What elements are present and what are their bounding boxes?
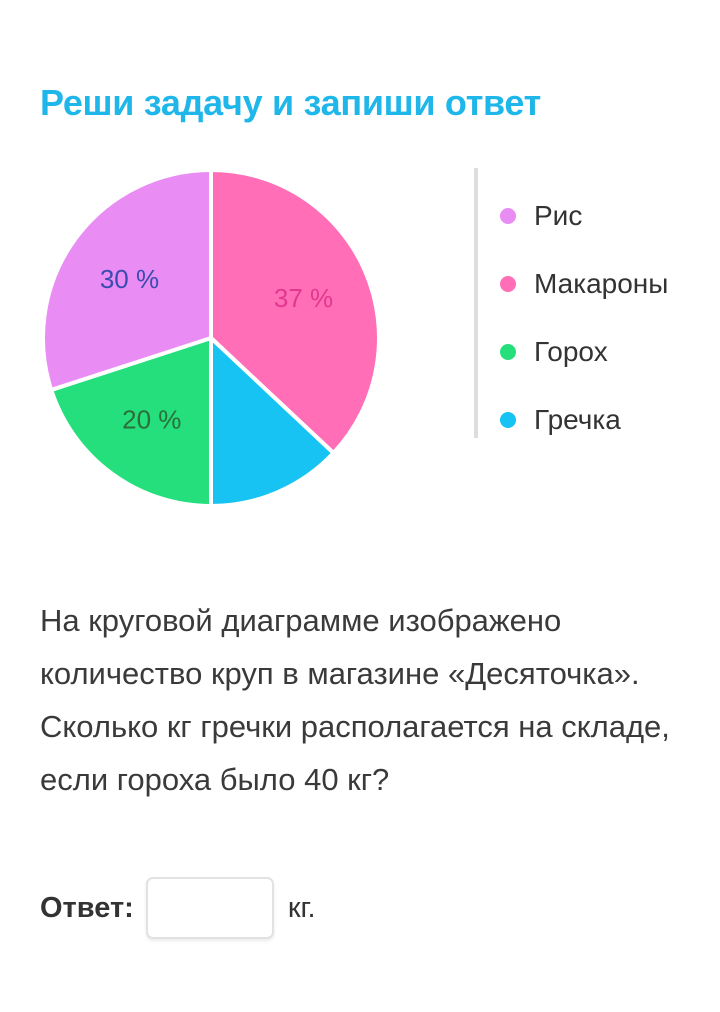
answer-unit: кг. — [287, 891, 316, 924]
pie-slice-3 — [41, 168, 213, 392]
legend-dot-icon — [500, 276, 516, 292]
answer-label: Ответ: — [40, 891, 134, 924]
legend-dot-icon — [500, 344, 516, 360]
legend-item-makarony: Макароны — [500, 250, 668, 318]
page-title: Реши задачу и запиши ответ — [40, 82, 541, 123]
legend-label: Гречка — [534, 404, 621, 435]
legend-item-gorokh: Горох — [500, 318, 668, 386]
pie-slice-label: 30 % — [100, 264, 159, 294]
legend-item-ris: Рис — [500, 182, 668, 250]
legend-label: Рис — [534, 200, 583, 231]
chart-legend: Рис Макароны Горох Гречка — [500, 182, 668, 454]
pie-slice-label: 37 % — [274, 283, 333, 313]
pie-slice-label: 20 % — [122, 405, 181, 435]
legend-item-grechka: Гречка — [500, 386, 668, 454]
question-text: На круговой диаграмме изображено количес… — [40, 603, 670, 797]
legend-label: Горох — [534, 336, 608, 367]
pie-slices — [41, 168, 381, 508]
pie-chart: 37 % 20 % 30 % — [41, 168, 381, 508]
pie-slice-1 — [209, 336, 336, 508]
answer-input[interactable] — [145, 877, 274, 939]
pie-slice-0 — [209, 168, 381, 456]
pie-slice-2 — [49, 336, 213, 508]
legend-dot-icon — [500, 412, 516, 428]
legend-dot-icon — [500, 208, 516, 224]
pie-labels: 37 % 20 % 30 % — [100, 264, 333, 435]
answer-row: Ответ: кг. — [40, 876, 316, 940]
legend-label: Макароны — [534, 268, 669, 299]
legend-divider — [474, 168, 478, 438]
